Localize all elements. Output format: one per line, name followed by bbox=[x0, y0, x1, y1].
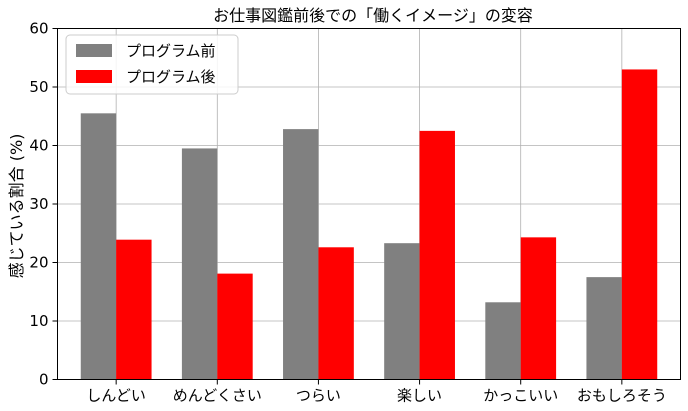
bar-after bbox=[116, 239, 152, 380]
bar-before bbox=[181, 148, 218, 380]
bar-before bbox=[485, 302, 521, 380]
legend-label-after: プログラム後 bbox=[126, 68, 216, 86]
bar-after bbox=[217, 273, 253, 380]
legend-label-before: プログラム前 bbox=[126, 42, 216, 60]
bar-before bbox=[384, 243, 420, 380]
ticks: 0 10 20 30 40 50 60 しんどい めんどくさい つらい 楽しい かっこいい おもしろそう bbox=[29, 20, 666, 405]
x-tick-label: しんどい bbox=[86, 387, 146, 405]
y-tick-label: 50 bbox=[29, 78, 48, 96]
legend-swatch-after bbox=[76, 70, 112, 83]
x-tick-label: かっこいい bbox=[483, 387, 558, 405]
bar-before bbox=[586, 277, 622, 380]
x-tick-label: 楽しい bbox=[397, 387, 442, 405]
y-tick-label: 30 bbox=[29, 195, 48, 213]
y-tick-label: 40 bbox=[29, 137, 48, 155]
legend: プログラム前 プログラム後 bbox=[65, 34, 239, 95]
bar-after bbox=[419, 130, 455, 380]
y-tick-label: 20 bbox=[29, 254, 48, 272]
x-tick-label: おもしろそう bbox=[577, 387, 667, 405]
bar-before bbox=[80, 113, 117, 380]
y-tick-label: 60 bbox=[29, 20, 48, 38]
bar-after bbox=[318, 247, 354, 380]
y-tick-label: 0 bbox=[39, 371, 49, 389]
bar-after bbox=[520, 237, 557, 380]
bar-after bbox=[621, 69, 658, 380]
y-axis-label: 感じている割合 (%) bbox=[7, 134, 26, 279]
x-tick-label: つらい bbox=[296, 387, 341, 405]
legend-swatch-before bbox=[76, 44, 112, 57]
bars bbox=[80, 69, 658, 380]
chart-title: お仕事図鑑前後での「働くイメージ」の変容 bbox=[213, 6, 533, 25]
x-tick-label: めんどくさい bbox=[173, 387, 262, 405]
bar-before bbox=[283, 129, 319, 380]
y-tick-label: 10 bbox=[29, 312, 48, 330]
